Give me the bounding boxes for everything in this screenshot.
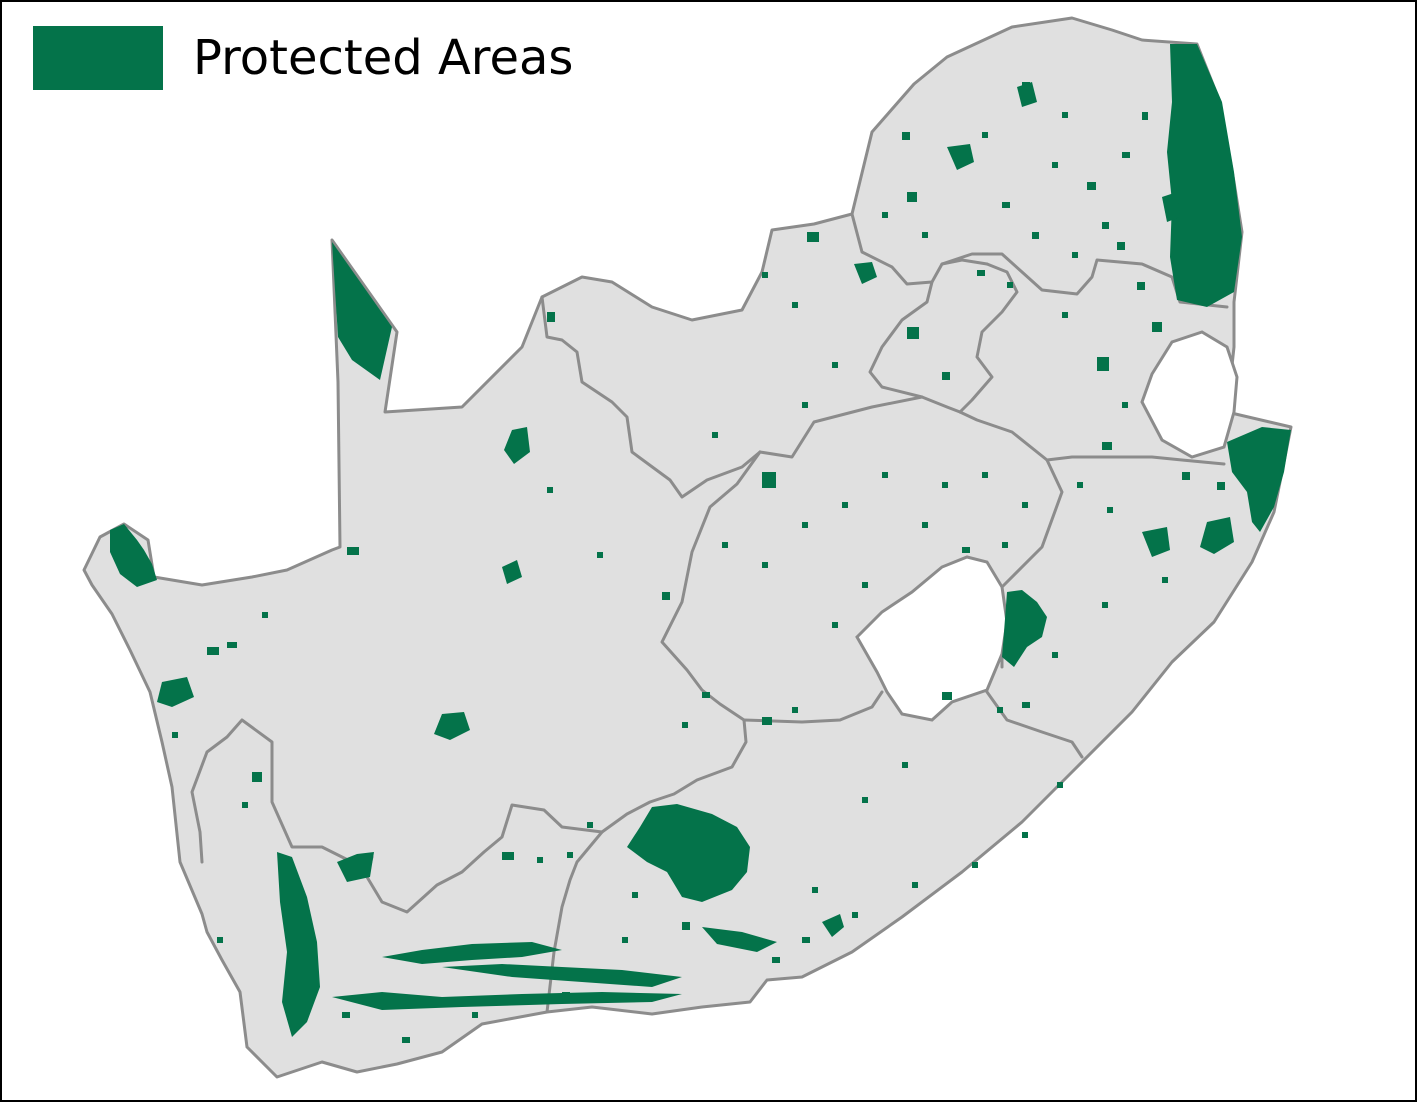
protected-area-tsitsikamma bbox=[702, 927, 777, 952]
protected-area-isimangaliso bbox=[1227, 427, 1291, 532]
legend-swatch-icon bbox=[33, 26, 163, 90]
border-lp-mp bbox=[940, 252, 1229, 309]
protected-area-kruger bbox=[1167, 44, 1242, 307]
protected-area-cederberg bbox=[277, 852, 320, 1037]
border-fs-west bbox=[660, 450, 762, 722]
legend: Protected Areas bbox=[33, 26, 573, 90]
border-wc-ec bbox=[545, 830, 604, 1014]
protected-area-outeniqua bbox=[332, 992, 682, 1010]
eswatini-enclave bbox=[1140, 330, 1239, 459]
protected-area-swartberg bbox=[442, 964, 682, 987]
protected-area-richtersveld bbox=[110, 524, 157, 587]
protected-area-hluhluwe bbox=[1200, 517, 1234, 554]
protected-area-pilanesberg bbox=[854, 262, 877, 284]
border-nc-ec bbox=[600, 718, 748, 834]
protected-area-mokala bbox=[504, 427, 530, 464]
protected-area-tankwa bbox=[337, 852, 374, 882]
protected-area-waterberg bbox=[947, 144, 974, 170]
border-nw-fs bbox=[758, 395, 962, 459]
protected-area-camdeboo bbox=[627, 804, 750, 902]
border-nc-nw bbox=[540, 295, 762, 499]
border-fs-ec bbox=[742, 690, 884, 724]
protected-area-augrabies bbox=[502, 560, 522, 584]
protected-area-langeberg bbox=[382, 942, 562, 964]
country-landmass bbox=[82, 16, 1293, 1079]
border-gp-mp bbox=[958, 262, 1019, 414]
protected-area-drakensberg bbox=[1002, 590, 1047, 667]
protected-area-addo bbox=[822, 914, 844, 937]
border-nw-gp bbox=[850, 212, 989, 286]
protected-area-namaqua bbox=[157, 677, 194, 707]
protected-area-wildcoast bbox=[1142, 527, 1170, 557]
border-kzn-mp bbox=[1045, 455, 1226, 466]
protected-area-blyde bbox=[1162, 192, 1180, 222]
protected-area-karoo-np bbox=[434, 712, 470, 740]
border-gp-east bbox=[868, 280, 934, 399]
protected-areas bbox=[110, 44, 1291, 1043]
legend-label: Protected Areas bbox=[193, 30, 574, 86]
protected-area-kgalagadi bbox=[332, 242, 392, 380]
